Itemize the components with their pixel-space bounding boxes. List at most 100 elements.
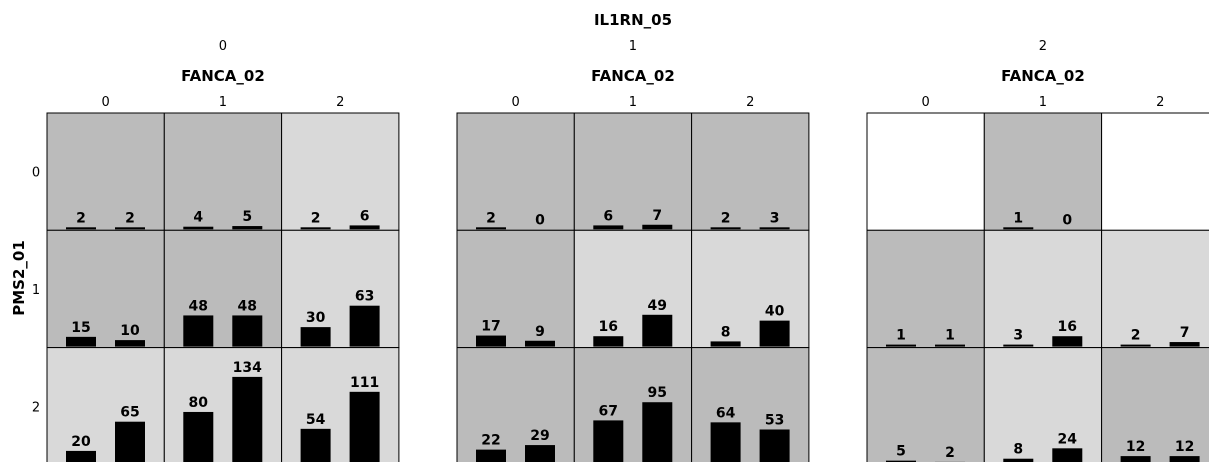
bar	[593, 336, 623, 346]
inner-column-tick-0: 0	[512, 95, 520, 110]
bar-value-label: 1	[945, 328, 955, 344]
cell-background	[1102, 230, 1209, 347]
bar	[232, 315, 262, 346]
bar	[1052, 448, 1082, 462]
cell-2-0-0	[867, 113, 984, 230]
bar-value-label: 29	[530, 428, 549, 444]
bar-value-label: 16	[1058, 319, 1077, 335]
bar-value-label: 1	[1013, 210, 1023, 226]
bar-value-label: 63	[355, 289, 374, 305]
bar-value-label: 3	[1013, 328, 1023, 344]
bar	[115, 422, 145, 462]
bar	[115, 227, 145, 229]
bar	[1052, 336, 1082, 346]
cell-background	[867, 113, 984, 230]
inner-column-tick-1: 1	[1039, 95, 1047, 110]
bar	[350, 225, 380, 229]
cell-background	[574, 113, 691, 230]
bar	[1121, 456, 1151, 462]
bar-value-label: 5	[242, 209, 252, 225]
bar	[593, 225, 623, 229]
bar	[711, 341, 741, 346]
inner-column-tick-1: 1	[629, 95, 637, 110]
cell-background	[164, 348, 281, 462]
bar	[476, 227, 506, 229]
bar	[1003, 227, 1033, 229]
cell-background	[457, 230, 574, 347]
bar	[525, 341, 555, 347]
outer-column-tick-1: 1	[629, 39, 637, 54]
bar	[183, 412, 213, 462]
cell-1-2-1: 8 40	[692, 230, 809, 347]
row-tick-2: 2	[32, 400, 40, 415]
bar-value-label: 40	[765, 304, 785, 320]
bar-value-label: 4	[193, 210, 203, 226]
bar-value-label: 2	[311, 210, 321, 226]
bar	[1170, 456, 1200, 462]
bar	[1003, 345, 1033, 347]
bar-value-label: 12	[1126, 439, 1145, 455]
cell-background	[457, 348, 574, 462]
bar-value-label: 7	[1180, 325, 1190, 341]
bar	[760, 227, 790, 229]
inner-column-tick-2: 2	[336, 95, 344, 110]
bar	[476, 336, 506, 347]
bar-value-label: 6	[360, 208, 370, 224]
bar-value-label: 67	[599, 403, 618, 419]
bar-value-label: 7	[652, 208, 662, 224]
bar	[642, 315, 672, 347]
bar-value-label: 95	[648, 385, 667, 401]
bar-value-label: 54	[306, 412, 326, 428]
bar-value-label: 65	[120, 405, 139, 421]
bar-value-label: 111	[350, 375, 379, 391]
bar-value-label: 15	[71, 320, 90, 336]
bar-value-label: 24	[1058, 431, 1078, 447]
bar-value-label: 6	[603, 208, 613, 224]
cell-background	[164, 113, 281, 230]
cell-background	[692, 113, 809, 230]
cell-background	[984, 230, 1101, 347]
bar-value-label: 2	[945, 445, 955, 461]
inner-column-tick-1: 1	[219, 95, 227, 110]
bar	[301, 429, 331, 462]
bar-value-label: 53	[765, 412, 784, 428]
bar-value-label: 2	[721, 210, 731, 226]
cell-background	[47, 113, 164, 230]
inner-column-title: FANCA_02	[591, 67, 675, 85]
bar	[301, 227, 331, 229]
bar	[711, 422, 741, 462]
cell-background	[457, 113, 574, 230]
bar	[760, 429, 790, 462]
bar-value-label: 49	[648, 298, 667, 314]
inner-column-title: FANCA_02	[181, 67, 265, 85]
bar-value-label: 17	[481, 319, 500, 335]
cell-2-1-2: 824	[984, 348, 1101, 462]
bar	[350, 306, 380, 347]
outer-column-tick-0: 0	[219, 39, 227, 54]
bar	[232, 377, 262, 462]
bar-value-label: 20	[71, 434, 91, 450]
bar-value-label: 3	[770, 210, 780, 226]
bar	[232, 226, 262, 229]
bar-value-label: 12	[1175, 439, 1194, 455]
row-variable-title: PMS2_01	[10, 240, 28, 316]
bar-value-label: 8	[721, 324, 731, 340]
bar	[593, 420, 623, 462]
cell-2-2-2: 12 12	[1102, 348, 1209, 462]
bar	[642, 402, 672, 462]
bar-value-label: 2	[1131, 328, 1141, 344]
row-tick-0: 0	[32, 166, 40, 181]
